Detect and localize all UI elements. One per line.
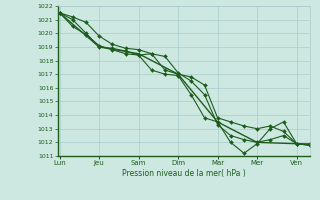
X-axis label: Pression niveau de la mer( hPa ): Pression niveau de la mer( hPa ): [122, 169, 246, 178]
